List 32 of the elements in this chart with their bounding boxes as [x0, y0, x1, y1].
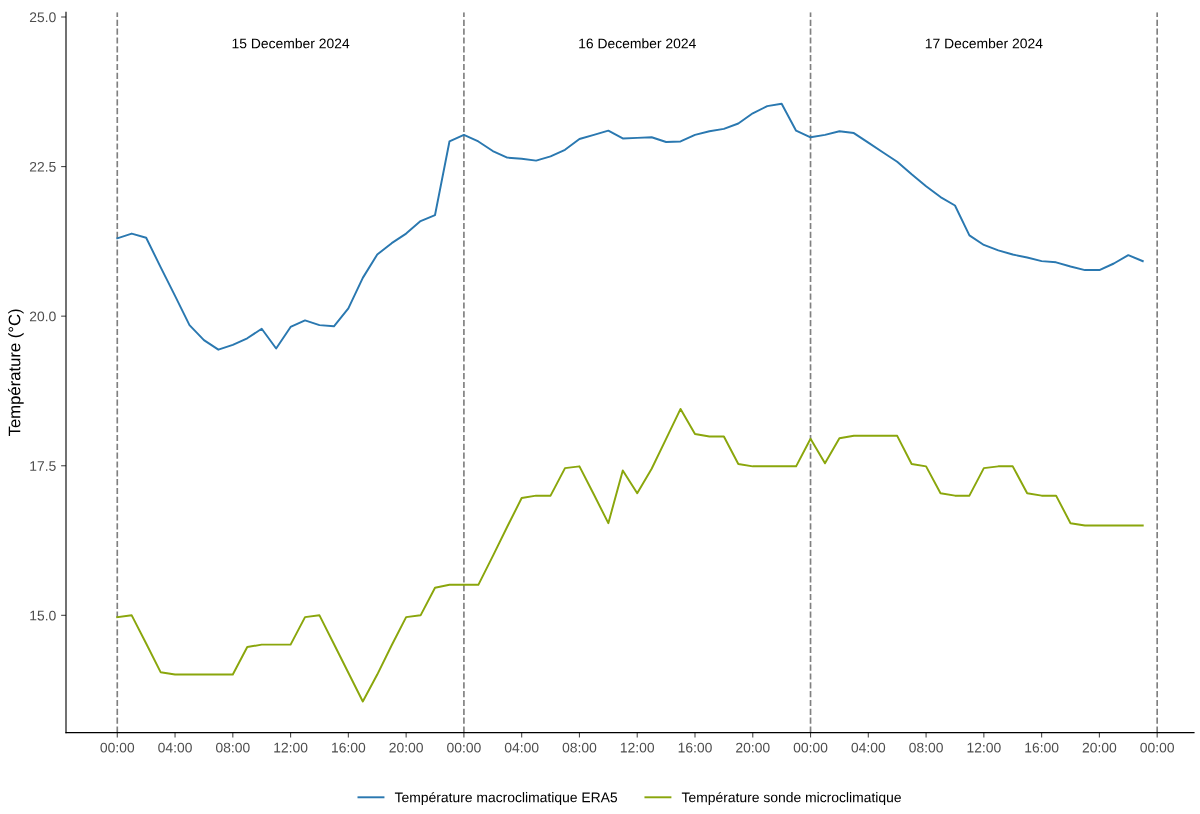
line-series [116, 407, 1144, 703]
x-tick-label: 12:00 [967, 742, 1001, 753]
x-tick-label: 08:00 [562, 742, 597, 753]
x-tick-label: 16:00 [332, 742, 366, 753]
x-tick-label: 16:00 [1025, 742, 1059, 753]
annotation: 17 December 2024 [925, 38, 1043, 49]
y-axis-title: Température (°C) [7, 309, 24, 437]
y-tick-label: 15.0 [30, 610, 56, 621]
x-tick-label: 12:00 [274, 742, 308, 753]
line-series [116, 102, 1144, 351]
x-tick-label: 04:00 [158, 742, 192, 753]
x-tick-label: 08:00 [909, 742, 943, 753]
y-tick-label: 20.0 [29, 311, 56, 322]
y-tick-label: 22.5 [29, 161, 56, 172]
x-tick-label: 04:00 [504, 742, 539, 753]
x-tick-label: 20:00 [1082, 742, 1117, 753]
x-tick-label: 00:00 [793, 742, 828, 753]
x-tick-label: 00:00 [1140, 742, 1175, 753]
legend-label: Température sonde microclimatique [681, 791, 901, 806]
x-tick-label: 04:00 [851, 742, 886, 753]
x-tick-label: 00:00 [100, 742, 135, 753]
y-tick-label: 25.0 [29, 12, 56, 23]
legend-label: Température macroclimatique ERA5 [394, 791, 618, 806]
x-tick-label: 00:00 [447, 742, 481, 753]
x-tick-label: 16:00 [678, 742, 712, 753]
x-tick-label: 08:00 [215, 742, 250, 753]
x-tick-label: 12:00 [620, 742, 655, 753]
y-tick-label: 17.5 [30, 461, 56, 471]
annotation: 15 December 2024 [232, 38, 350, 49]
x-tick-label: 20:00 [389, 742, 423, 753]
annotation: 16 December 2024 [579, 38, 696, 49]
x-tick-label: 20:00 [736, 742, 770, 753]
